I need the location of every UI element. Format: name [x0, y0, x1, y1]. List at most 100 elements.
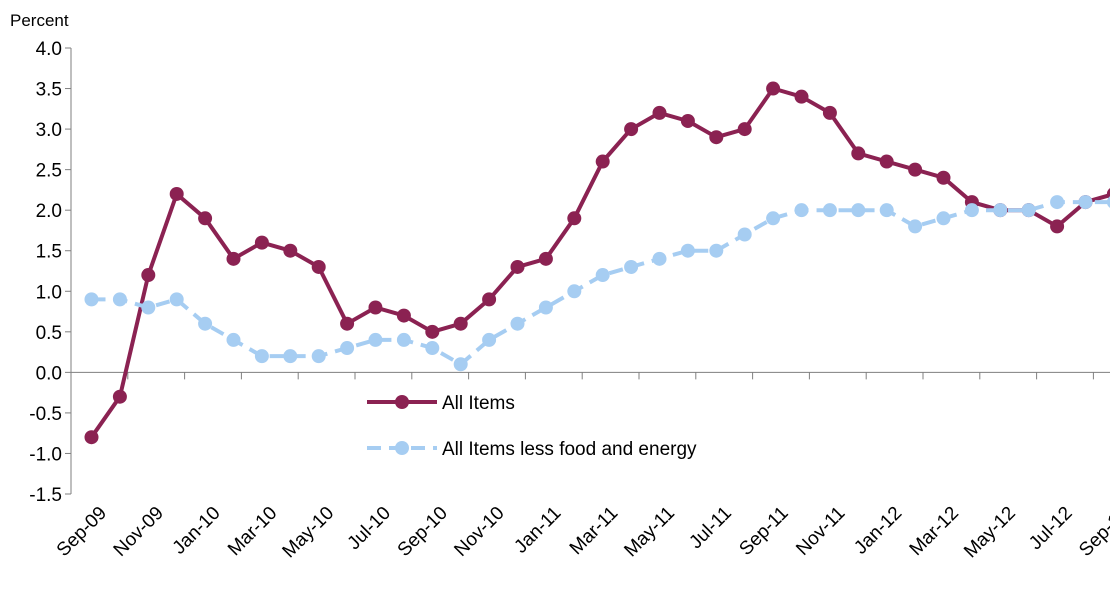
data-point — [822, 203, 837, 218]
data-point — [84, 292, 99, 307]
data-point — [482, 292, 497, 307]
data-point — [538, 251, 553, 266]
data-point — [482, 332, 497, 347]
x-tick-label: May-10 — [279, 503, 339, 563]
data-point — [680, 113, 695, 128]
data-point — [425, 324, 440, 339]
data-point — [879, 154, 894, 169]
data-point — [794, 203, 809, 218]
data-point — [368, 300, 383, 315]
data-point — [709, 243, 724, 258]
data-point — [766, 211, 781, 226]
data-point — [141, 300, 156, 315]
y-tick-label: 3.5 — [36, 80, 62, 101]
x-tick-label: Jul-11 — [685, 503, 735, 553]
x-tick-label: Mar-11 — [566, 503, 622, 559]
y-tick-label: 1.5 — [36, 242, 62, 263]
data-point — [169, 292, 184, 307]
x-tick-label: Jan-12 — [850, 503, 906, 559]
y-axis-label: Percent — [10, 11, 69, 30]
data-point — [226, 251, 241, 266]
data-point — [680, 243, 695, 258]
legend: All Items All Items less food and energy — [367, 393, 697, 460]
data-point — [908, 219, 923, 234]
data-point — [169, 186, 184, 201]
legend-marker-core — [395, 441, 409, 455]
data-point — [879, 203, 894, 218]
data-point — [425, 341, 440, 356]
data-point — [794, 89, 809, 104]
y-tick-label: -1.5 — [29, 485, 62, 506]
data-point — [1078, 195, 1093, 210]
y-axis: 4.0 3.5 3.0 2.5 2.0 1.5 1.0 0.5 0.0 -0.5 -1.0 -1.5 — [29, 39, 72, 506]
legend-label-core: All Items less food and energy — [442, 439, 697, 460]
x-tick-label: Nov-09 — [110, 503, 168, 561]
data-point — [993, 203, 1008, 218]
data-point — [851, 146, 866, 161]
y-tick-label: 4.0 — [36, 39, 62, 60]
data-point — [652, 251, 667, 266]
y-tick-label: 0.5 — [36, 323, 62, 344]
x-tick-label: Jan-11 — [511, 503, 566, 558]
y-tick-label: 2.0 — [36, 201, 62, 222]
data-point — [112, 389, 127, 404]
data-point — [1021, 203, 1036, 218]
y-tick-label: 0.0 — [36, 363, 62, 384]
data-point — [908, 162, 923, 177]
data-point — [311, 349, 326, 364]
data-point — [340, 316, 355, 331]
data-point — [595, 154, 610, 169]
series-line-1 — [91, 200, 1110, 367]
y-tick-label: -1.0 — [29, 444, 62, 465]
x-tick-label: Jan-10 — [169, 503, 225, 559]
x-tick-label: Jul-10 — [344, 503, 395, 554]
data-point — [1106, 196, 1110, 208]
x-tick-label: Mar-10 — [224, 503, 281, 560]
data-point — [311, 259, 326, 274]
data-point — [652, 105, 667, 120]
data-point — [198, 211, 213, 226]
legend-label-all-items: All Items — [442, 393, 515, 414]
data-point — [396, 332, 411, 347]
x-tick-label: Jul-12 — [1025, 503, 1076, 554]
plot-area — [84, 81, 1110, 445]
data-point — [453, 316, 468, 331]
data-point — [84, 430, 99, 445]
data-point — [936, 170, 951, 185]
x-tick-label: Nov-11 — [792, 503, 849, 560]
y-tick-label: -0.5 — [29, 404, 62, 425]
data-point — [737, 122, 752, 137]
data-point — [340, 341, 355, 356]
x-tick-label: Sep-09 — [53, 503, 111, 561]
y-tick-label: 3.0 — [36, 120, 62, 141]
x-tick-label: May-11 — [620, 503, 679, 562]
data-point — [368, 332, 383, 347]
data-point — [567, 211, 582, 226]
series-line-0 — [89, 86, 1110, 439]
data-point — [1050, 219, 1065, 234]
data-point — [396, 308, 411, 323]
data-point — [737, 227, 752, 242]
data-point — [1050, 195, 1065, 210]
data-point — [624, 122, 639, 137]
data-point — [283, 349, 298, 364]
data-point — [226, 332, 241, 347]
data-point — [254, 349, 269, 364]
data-point — [595, 268, 610, 283]
data-point — [141, 268, 156, 283]
data-point — [112, 292, 127, 307]
x-tick-label: Mar-12 — [906, 503, 963, 560]
data-point — [510, 316, 525, 331]
data-point — [198, 316, 213, 331]
x-tick-label: Sep-11 — [735, 503, 792, 560]
data-point — [538, 300, 553, 315]
data-point — [254, 235, 269, 250]
x-tick-label: Nov-10 — [450, 503, 508, 561]
data-point — [851, 203, 866, 218]
x-tick-label: Sep-10 — [394, 503, 452, 561]
data-point — [510, 259, 525, 274]
data-point — [766, 81, 781, 96]
data-point — [624, 259, 639, 274]
